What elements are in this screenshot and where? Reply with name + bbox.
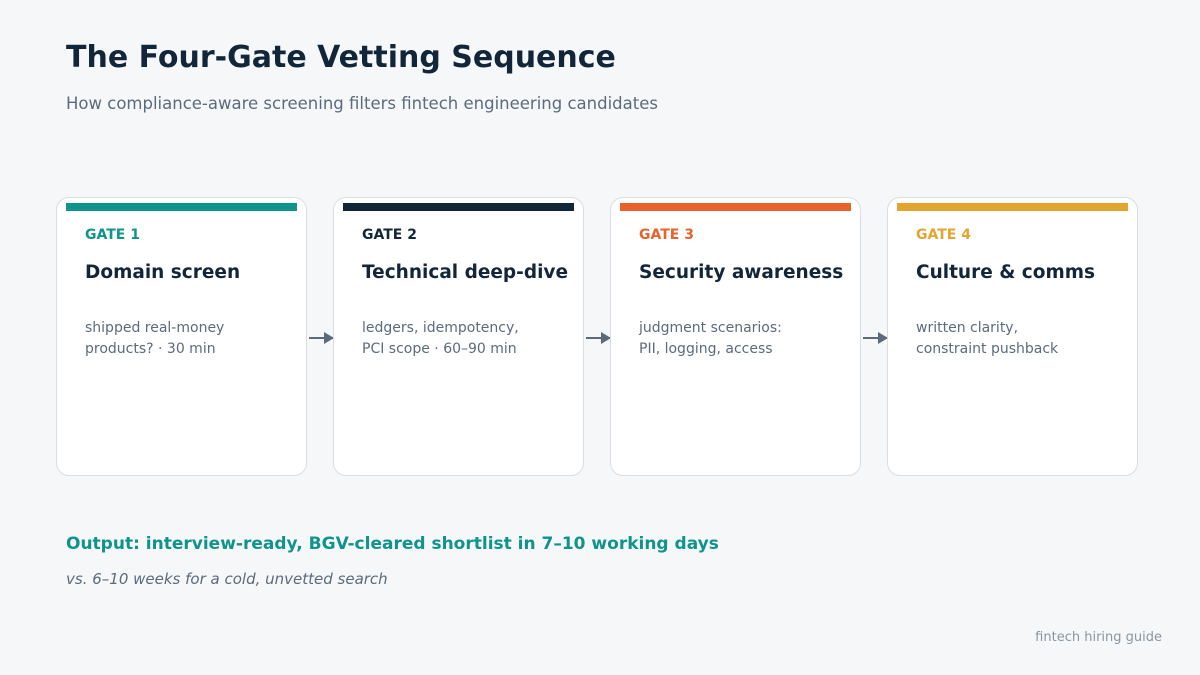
- arrow-right-icon: [309, 332, 334, 344]
- gate-name: Technical deep-dive: [362, 262, 569, 283]
- page-title: The Four-Gate Vetting Sequence: [66, 40, 616, 75]
- gate-description-line: ledgers, idempotency,: [362, 320, 519, 336]
- output-comparison: vs. 6–10 weeks for a cold, unvetted sear…: [66, 570, 388, 588]
- gate-card-1: GATE 1 Domain screen shipped real-money …: [56, 197, 307, 476]
- gate-description-line: PII, logging, access: [639, 341, 773, 357]
- gate-description-line: PCI scope · 60–90 min: [362, 341, 517, 357]
- gate-description-line: products? · 30 min: [85, 341, 216, 357]
- gate-description: written clarity, constraint pushback: [916, 318, 1058, 360]
- arrow-right-icon: [586, 332, 611, 344]
- output-headline: Output: interview-ready, BGV-cleared sho…: [66, 534, 719, 554]
- footer-source: fintech hiring guide: [1035, 630, 1162, 645]
- gate-description: ledgers, idempotency, PCI scope · 60–90 …: [362, 318, 519, 360]
- gate-accent-bar: [897, 203, 1128, 211]
- gate-accent-bar: [66, 203, 297, 211]
- gate-description: shipped real-money products? · 30 min: [85, 318, 224, 360]
- gate-description-line: constraint pushback: [916, 341, 1059, 357]
- gate-description-line: written clarity,: [916, 320, 1019, 336]
- page-subtitle: How compliance-aware screening filters f…: [66, 94, 658, 113]
- gate-name: Culture & comms: [916, 262, 1096, 283]
- gate-label: GATE 3: [639, 227, 694, 243]
- gate-card-3: GATE 3 Security awareness judgment scena…: [610, 197, 861, 476]
- gate-accent-bar: [620, 203, 851, 211]
- gate-description: judgment scenarios: PII, logging, access: [639, 318, 782, 360]
- gate-name: Domain screen: [85, 262, 241, 283]
- gate-label: GATE 1: [85, 227, 140, 243]
- arrow-right-icon: [863, 332, 888, 344]
- gate-name: Security awareness: [639, 262, 844, 283]
- gate-label: GATE 4: [916, 227, 971, 243]
- gate-description-line: judgment scenarios:: [639, 320, 782, 336]
- gate-card-2: GATE 2 Technical deep-dive ledgers, idem…: [333, 197, 584, 476]
- gate-card-4: GATE 4 Culture & comms written clarity, …: [887, 197, 1138, 476]
- gate-description-line: shipped real-money: [85, 320, 225, 336]
- gate-accent-bar: [343, 203, 574, 211]
- gate-label: GATE 2: [362, 227, 417, 243]
